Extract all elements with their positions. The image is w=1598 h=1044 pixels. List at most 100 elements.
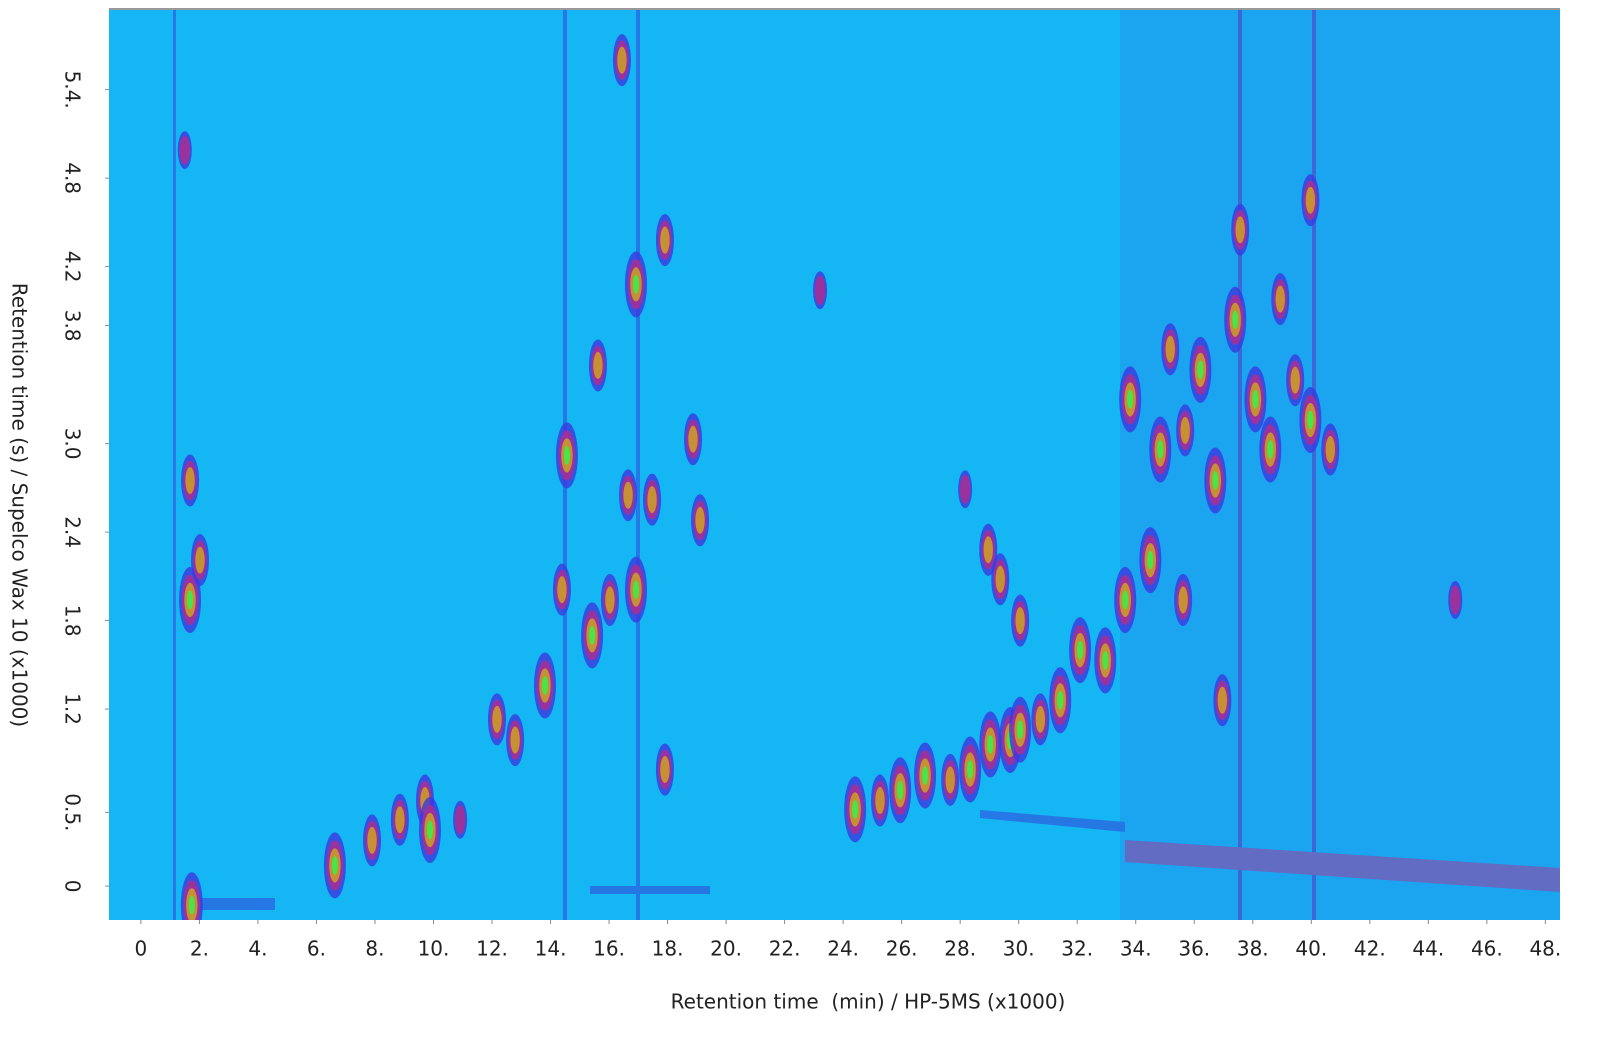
x-tick-label: 40.: [1295, 937, 1327, 961]
peak: [426, 820, 434, 840]
y-tick-label: 1.2: [61, 693, 85, 725]
peak: [186, 590, 194, 610]
peak: [195, 546, 205, 574]
y-tick-label: 3.0: [61, 428, 85, 460]
peak: [557, 576, 567, 604]
peak: [852, 800, 859, 819]
peaks: [177, 34, 1463, 920]
peak: [897, 780, 904, 800]
y-tick-label: 4.8: [61, 162, 85, 194]
peak: [605, 586, 615, 614]
x-tick-label: 2.: [190, 937, 209, 961]
plot-background: [109, 10, 1560, 920]
peak: [1307, 410, 1314, 430]
x-tick-label: 44.: [1412, 937, 1444, 961]
x-tick-label: 38.: [1237, 937, 1269, 961]
peak: [1197, 360, 1204, 380]
x-tick-label: 26.: [886, 937, 918, 961]
peak: [1305, 186, 1316, 214]
peak: [492, 705, 502, 733]
peak: [1178, 586, 1188, 614]
x-tick-label: 10.: [418, 937, 450, 961]
peak: [945, 766, 955, 794]
x-axis-label: Retention time (min) / HP-5MS (x1000): [671, 990, 1066, 1014]
peak: [1057, 691, 1064, 710]
peak: [814, 275, 826, 305]
peak: [563, 446, 570, 465]
x-tick-label: 12.: [476, 937, 508, 961]
x-tick-label: 32.: [1061, 937, 1093, 961]
peak: [632, 580, 640, 599]
peak: [593, 351, 603, 379]
x-tick-label: 48.: [1529, 937, 1561, 961]
y-tick-label: 5.4.: [61, 71, 85, 109]
peak: [632, 275, 640, 294]
peak: [1165, 335, 1175, 363]
peak: [541, 676, 549, 695]
peak: [395, 806, 405, 834]
x-tick-label: 18.: [652, 937, 684, 961]
peak: [185, 466, 195, 495]
peak: [1212, 471, 1219, 490]
peak: [660, 756, 670, 784]
peak: [617, 46, 627, 74]
peak: [1252, 390, 1259, 409]
peak: [660, 226, 670, 254]
peak: [995, 565, 1005, 593]
y-tick-label: 3.8: [61, 310, 85, 342]
x-tick-label: 16.: [593, 937, 625, 961]
peak: [1015, 607, 1025, 635]
peak: [1077, 640, 1084, 660]
x-tick-label: 20.: [710, 937, 742, 961]
peak: [921, 766, 929, 785]
peak: [695, 506, 705, 534]
x-tick-label: 6.: [307, 937, 326, 961]
x-tick-label: 36.: [1178, 937, 1210, 961]
peak: [983, 536, 993, 564]
peak: [1449, 585, 1461, 615]
plot-decoration: [173, 10, 1560, 920]
y-tick-label: 4.2: [61, 251, 85, 283]
peak: [1122, 590, 1129, 610]
peak: [1147, 550, 1154, 570]
peak: [1127, 390, 1134, 409]
y-tick-label: 1.8: [61, 605, 85, 637]
peak: [1180, 416, 1190, 444]
peak: [510, 726, 520, 754]
peak: [179, 135, 191, 165]
peak: [1157, 440, 1164, 459]
peak: [1267, 440, 1274, 459]
x-tick-label: 22.: [769, 937, 801, 961]
x-tick-label: 34.: [1120, 937, 1152, 961]
y-tick-label: 0.5.: [61, 793, 85, 831]
x-tick-label: 30.: [1003, 937, 1035, 961]
peak: [1235, 216, 1245, 244]
peak: [1035, 705, 1046, 733]
peak: [987, 735, 994, 754]
peak: [589, 626, 596, 645]
y-tick-label: 2.4: [61, 516, 85, 548]
peak: [959, 474, 971, 504]
peak: [875, 787, 885, 815]
x-tick-label: 28.: [944, 937, 976, 961]
peak: [1232, 310, 1239, 329]
peak: [1017, 720, 1024, 739]
x-tick-label: 24.: [827, 937, 859, 961]
peak: [367, 826, 377, 854]
peak: [1290, 366, 1300, 394]
x-tick-label: 4.: [248, 937, 267, 961]
peak: [1275, 285, 1285, 313]
peak: [967, 760, 974, 779]
x-tick-label: 46.: [1471, 937, 1503, 961]
x-tick-label: 42.: [1354, 937, 1386, 961]
x-tick-label: 8.: [365, 937, 384, 961]
peak: [688, 425, 698, 453]
x-tick-label: 0: [135, 937, 148, 961]
y-tick-label: 0: [61, 880, 85, 893]
peak: [454, 805, 466, 835]
y-axis-label: Retention time (s) / Supelco Wax 10 (x10…: [8, 283, 32, 727]
peak: [1325, 435, 1335, 464]
peak: [188, 896, 195, 915]
peak: [623, 481, 633, 509]
